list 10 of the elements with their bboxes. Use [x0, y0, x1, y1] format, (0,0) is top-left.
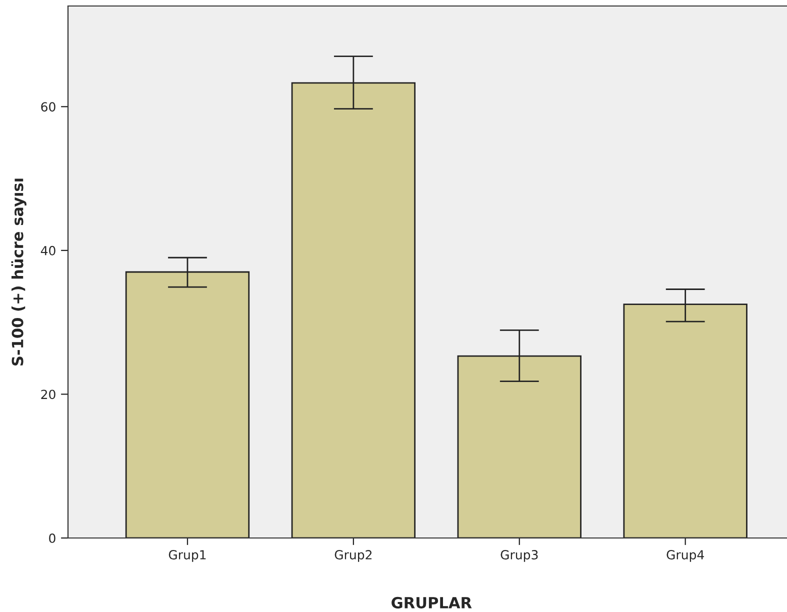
y-tick-label: 40: [40, 246, 56, 256]
y-tick-label: 20: [41, 390, 56, 400]
y-tick-label: 60: [41, 102, 56, 112]
y-tick-label: 0: [49, 533, 56, 543]
x-axis-title: GRUPLAR: [392, 596, 472, 608]
x-tick-label: Grup2: [334, 550, 372, 562]
x-tick-label: Grup1: [168, 550, 206, 562]
x-tick-label: Grup4: [666, 550, 704, 562]
x-tick-label: Grup3: [500, 550, 538, 562]
y-axis-title: S-100 (+) hücre sayısı: [11, 178, 26, 366]
